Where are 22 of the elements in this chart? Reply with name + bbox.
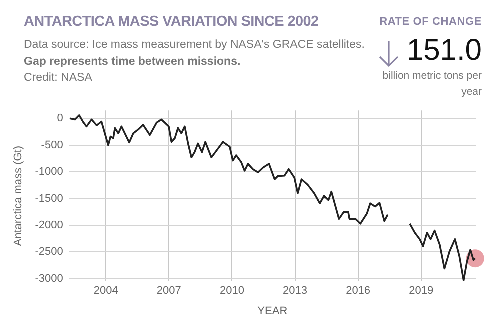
chart-subtitle: Data source: Ice mass measurement by NASA's GRACE satellites. bbox=[24, 39, 365, 51]
y-tick-label: -1500 bbox=[35, 192, 64, 205]
y-axis-title: Antarctica mass (Gt) bbox=[12, 146, 25, 246]
y-tick-label: -500 bbox=[41, 139, 64, 152]
y-tick-label: 0 bbox=[57, 112, 64, 125]
text: Gap represents time between missions. bbox=[24, 56, 241, 68]
x-tick-label: 2010 bbox=[220, 285, 244, 298]
text: billion metric tons per year bbox=[382, 69, 482, 100]
x-tick-label: 2007 bbox=[156, 285, 182, 298]
x-tick-label: 2004 bbox=[94, 285, 118, 298]
y-tick-label: -3000 bbox=[35, 272, 64, 285]
text: 151.0 bbox=[406, 34, 482, 68]
x-axis-title: YEAR bbox=[258, 305, 288, 318]
x-tick-label: 2013 bbox=[283, 285, 308, 298]
text: RATE OF CHANGE bbox=[380, 16, 482, 28]
y-tick-label: -1000 bbox=[35, 166, 64, 178]
chart-title: ANTARCTICA MASS VARIATION SINCE 2002 bbox=[24, 14, 319, 30]
text: Credit: NASA bbox=[24, 72, 92, 84]
x-tick-label: 2016 bbox=[346, 285, 371, 298]
y-tick-label: -2000 bbox=[35, 220, 64, 232]
y-tick-label: -2500 bbox=[35, 246, 64, 258]
x-tick-label: 2019 bbox=[409, 285, 434, 298]
